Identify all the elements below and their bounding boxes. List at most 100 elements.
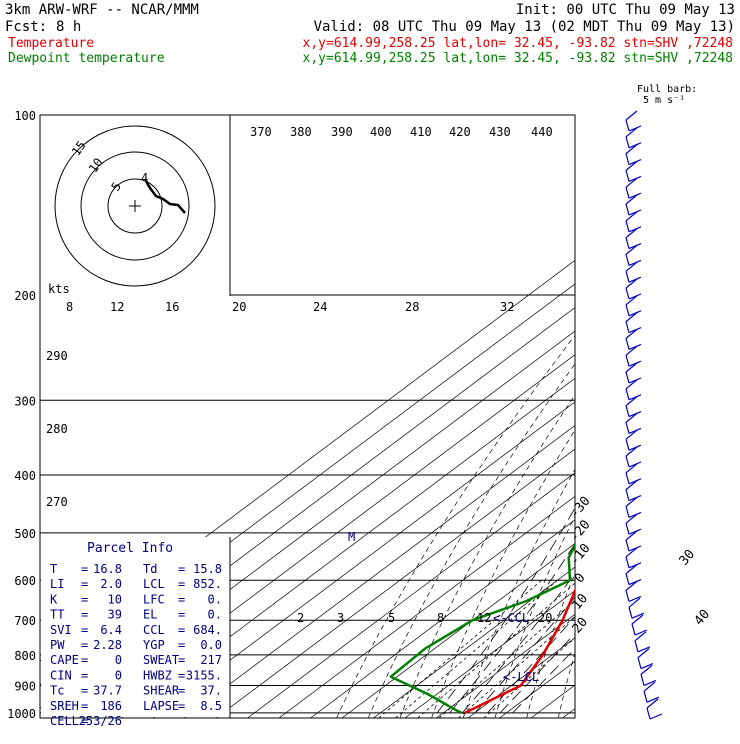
isotherm-line — [153, 115, 740, 718]
m-marker: M — [348, 530, 355, 544]
parcel-info-value: = — [178, 638, 185, 652]
parcel-info-value: 0. — [208, 592, 222, 606]
dry-adiabat-line — [590, 115, 740, 718]
parcel-info-value: SWEAT — [143, 653, 179, 667]
moist-adiabat-line — [488, 295, 740, 713]
theta-labels: 290 280 270 — [46, 349, 68, 509]
isotherm-line — [279, 115, 740, 718]
barb-legend-line2: 5 m s⁻¹ — [643, 95, 685, 106]
dry-adiabat-line — [717, 115, 740, 718]
parcel-info-value: LFC — [143, 592, 165, 606]
wind-barb — [626, 548, 641, 568]
wind-barbs — [626, 111, 662, 719]
wind-barb — [638, 649, 653, 669]
hodo-tick-28: 28 — [405, 300, 419, 314]
pressure-tick-label: 500 — [14, 527, 36, 541]
parcel-info-value: 2.0 — [100, 577, 122, 591]
wind-barb — [626, 430, 641, 450]
pressure-tick-label: 900 — [14, 680, 36, 694]
parcel-info-value: 2.28 — [93, 638, 122, 652]
parcel-info-value: 6.4 — [100, 623, 122, 637]
parcel-info-value: CIN — [50, 668, 72, 682]
isotherm-label: 40 — [692, 607, 714, 629]
temperature-line — [465, 140, 740, 713]
theta-e-label: 430 — [489, 125, 511, 139]
parcel-info-value: = — [81, 608, 88, 622]
parcel-info-value: HWBZ — [143, 668, 172, 682]
pressure-tick-label: 400 — [14, 469, 36, 483]
wind-barb — [626, 565, 641, 585]
parcel-info-value: = — [81, 577, 88, 591]
wind-barb — [626, 363, 641, 383]
wind-barb — [626, 397, 641, 417]
parcel-info-value: 37. — [200, 684, 222, 698]
parcel-info-value: 39 — [108, 608, 122, 622]
theta-e-label: 410 — [410, 125, 432, 139]
wind-barb — [644, 682, 659, 702]
wind-barb — [629, 598, 644, 618]
wind-barb — [647, 699, 662, 719]
lcl-marker: <-LCL — [503, 670, 539, 684]
parcel-info-value: = — [178, 562, 185, 576]
parcel-info-value: 16.8 — [93, 562, 122, 576]
parcel-info-value: 8.5 — [200, 699, 222, 713]
hodo-tick-32: 32 — [500, 300, 514, 314]
theta-e-label: 420 — [449, 125, 471, 139]
wind-barb — [626, 128, 641, 148]
parcel-info-value: = — [178, 684, 185, 698]
hodo-tick-8: 8 — [66, 300, 73, 314]
wind-barb — [626, 514, 641, 534]
pressure-tick-label: 100 — [14, 109, 36, 123]
isotherm-label: -30 — [567, 494, 594, 522]
hodograph-trace-label: 4 — [141, 171, 148, 185]
theta-label: 270 — [46, 495, 68, 509]
mixing-ratio-line — [484, 580, 641, 718]
hodograph-axis-label: kts — [48, 282, 70, 296]
parcel-info-value: SHEAR — [143, 684, 180, 698]
parcel-info-value: SREH — [50, 699, 79, 713]
theta-label: 280 — [46, 422, 68, 436]
theta-e-label: 370 — [250, 125, 272, 139]
dry-adiabat-line — [463, 115, 740, 718]
wind-barb — [626, 229, 641, 249]
parcel-info-value: 15.8 — [193, 562, 222, 576]
parcel-info-value: CCL — [143, 623, 165, 637]
wind-barb — [626, 279, 641, 299]
parcel-info-value: 0 — [115, 653, 122, 667]
parcel-info-title: Parcel Info — [87, 541, 173, 556]
dry-adiabat-line — [685, 115, 740, 718]
theta-e-labels: 370 380 390 400 410 420 430 440 — [250, 125, 553, 139]
isotherm-label: -20 — [567, 517, 594, 545]
wind-barb — [635, 632, 650, 652]
theta-e-label: 400 — [370, 125, 392, 139]
parcel-info-value: 0 — [115, 668, 122, 682]
mixing-ratio-label: 20 — [538, 611, 552, 625]
isotherm-line — [563, 115, 740, 718]
parcel-info-value: 37.7 — [93, 684, 122, 698]
mixing-ratio-label: 12 — [477, 611, 491, 625]
parcel-info-value: Tc — [50, 684, 64, 698]
isotherm-line — [531, 115, 740, 718]
isotherm-line — [594, 115, 740, 718]
mixing-ratio-label: 8 — [437, 611, 444, 625]
init-time: Init: 00 UTC Thu 09 May 13 — [516, 2, 735, 18]
isotherm-line — [500, 115, 740, 718]
parcel-info-value: = — [81, 684, 88, 698]
dry-adiabat-line — [622, 115, 740, 718]
forecast-label: Fcst: — [5, 19, 47, 35]
hodo-tick-16: 16 — [165, 300, 179, 314]
mixing-ratio-label: 2 — [297, 611, 304, 625]
parcel-info-value: = — [178, 623, 185, 637]
wind-barb — [626, 161, 641, 181]
parcel-info-value: = — [178, 577, 185, 591]
parcel-info-value: YGP — [143, 638, 165, 652]
wind-barb — [626, 497, 641, 517]
parcel-info-value: = — [81, 638, 88, 652]
temperature-legend-label: Temperature — [8, 36, 94, 51]
parcel-info-value: = — [81, 653, 88, 667]
parcel-info-value: K — [50, 592, 58, 606]
parcel-info-value: = — [178, 608, 185, 622]
parcel-info-value: 684. — [193, 623, 222, 637]
pressure-tick-label: 800 — [14, 649, 36, 663]
